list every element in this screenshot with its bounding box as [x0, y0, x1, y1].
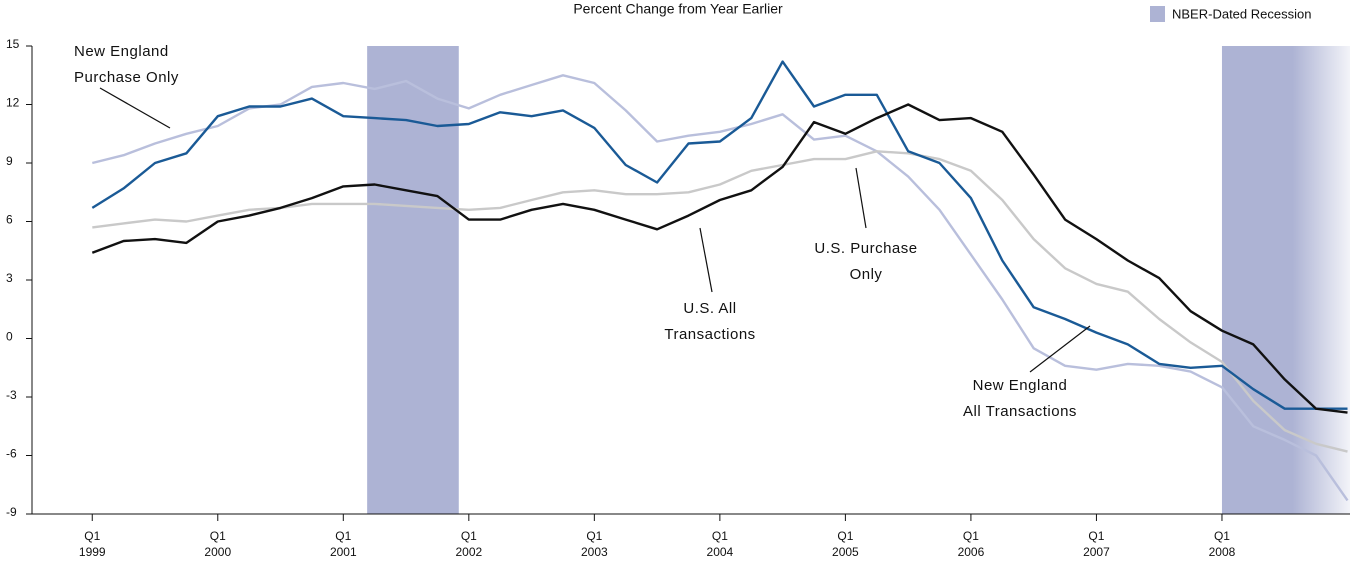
annotation: All Transactions — [963, 403, 1077, 420]
annotation-leader — [699, 227, 713, 293]
x-tick-label: 2001 — [330, 545, 357, 559]
x-tick-label: Q1 — [586, 529, 602, 543]
legend-label: NBER-Dated Recession — [1172, 6, 1311, 21]
x-tick-label: Q1 — [837, 529, 853, 543]
y-tick-label: 3 — [6, 271, 13, 285]
y-tick-label: 15 — [6, 37, 20, 51]
legend-swatch — [1150, 6, 1165, 22]
x-tick-label: Q1 — [1088, 529, 1104, 543]
x-tick-label: Q1 — [335, 529, 351, 543]
x-tick-label: Q1 — [84, 529, 100, 543]
y-tick-label: 0 — [6, 330, 13, 344]
x-tick-label: Q1 — [1214, 529, 1230, 543]
y-tick-label: 6 — [6, 213, 13, 227]
x-tick-label: 2003 — [581, 545, 608, 559]
y-tick-label: -9 — [6, 505, 17, 519]
series-line — [91, 103, 1348, 414]
x-tick-label: 1999 — [79, 545, 106, 559]
annotation: Purchase Only — [74, 69, 179, 86]
x-tick-label: 2006 — [958, 545, 985, 559]
annotation-leader — [99, 87, 171, 129]
y-tick-label: -3 — [6, 388, 17, 402]
recession-fade — [1221, 46, 1350, 514]
series-line — [92, 74, 1349, 502]
annotation: Only — [850, 266, 883, 283]
x-tick-label: 2005 — [832, 545, 859, 559]
x-tick-label: Q1 — [461, 529, 477, 543]
y-tick-label: -6 — [6, 447, 17, 461]
x-tick-label: 2000 — [204, 545, 231, 559]
annotation: Transactions — [664, 326, 755, 343]
x-tick-label: Q1 — [210, 529, 226, 543]
annotation: New England — [973, 377, 1068, 394]
recession-band — [367, 46, 459, 514]
x-tick-label: Q1 — [963, 529, 979, 543]
y-tick-label: 9 — [6, 154, 13, 168]
annotation-leader — [855, 167, 867, 229]
annotation: U.S. Purchase — [814, 240, 917, 257]
annotation-leader — [1029, 325, 1091, 373]
x-tick-label: 2008 — [1209, 545, 1236, 559]
x-tick-label: 2004 — [707, 545, 734, 559]
annotation: New England — [74, 43, 169, 60]
chart-title: Percent Change from Year Earlier — [573, 1, 783, 17]
x-tick-label: 2002 — [455, 545, 482, 559]
x-tick-label: 2007 — [1083, 545, 1110, 559]
y-tick-label: 12 — [6, 96, 20, 110]
annotation: U.S. All — [683, 300, 736, 317]
series-line — [92, 150, 1348, 453]
x-tick-label: Q1 — [712, 529, 728, 543]
series-line — [91, 60, 1348, 410]
